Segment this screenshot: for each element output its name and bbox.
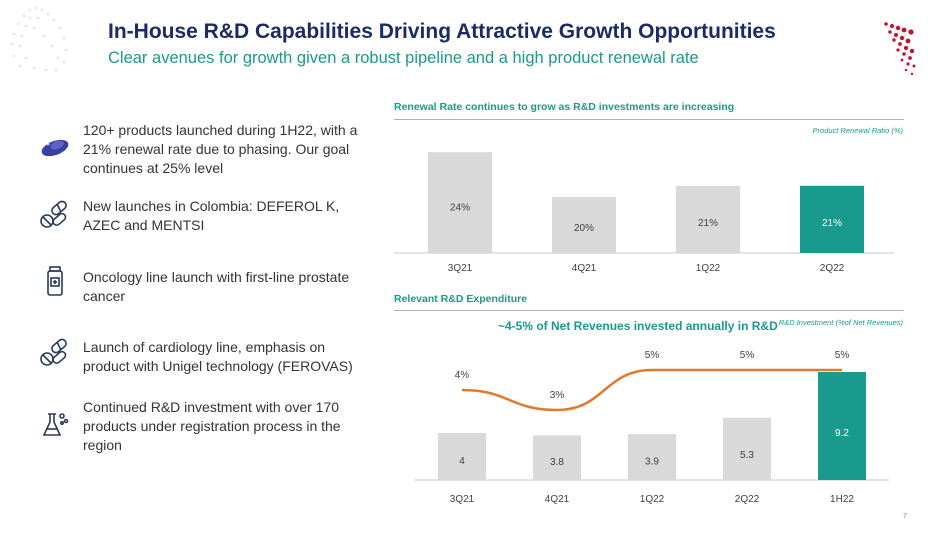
bar-label: 3.9 xyxy=(645,457,659,468)
bar-label: 24% xyxy=(450,203,470,214)
x-tick-label: 4Q21 xyxy=(572,263,597,274)
bar xyxy=(723,417,771,480)
bullet-text-5: Continued R&D investment with over 170 p… xyxy=(83,399,341,453)
expenditure-note: R&D Investment (%of Net Revenues) xyxy=(778,318,903,327)
line-point-label: 5% xyxy=(740,350,755,361)
pill-capsule-icon xyxy=(41,139,69,157)
bullet-text-1: 120+ products launched during 1H22, with… xyxy=(83,122,358,176)
renewal-rate-chart: 24% 3Q21 20% 4Q21 21% 1Q22 21% 2Q22 xyxy=(394,152,894,274)
bar xyxy=(818,372,866,480)
line-point-label: 5% xyxy=(835,350,850,361)
x-tick-label: 1Q22 xyxy=(696,263,721,274)
rd-expenditure-chart: 4 3Q21 3.8 4Q21 3.9 1Q22 5.3 2Q22 9.2 1H22 4% 3% 5% 5… xyxy=(414,350,889,505)
renewal-section-title: Renewal Rate continues to grow as R&D in… xyxy=(394,101,735,113)
bar xyxy=(628,434,676,480)
bar-label: 21% xyxy=(698,218,718,229)
rd-percent-line xyxy=(461,368,842,412)
pills-icon xyxy=(40,200,67,228)
x-tick-label: 1Q22 xyxy=(640,494,665,505)
expenditure-section-title: Relevant R&D Expenditure xyxy=(394,293,528,305)
medicine-bottle-icon xyxy=(47,266,63,296)
page-title: In-House R&D Capabilities Driving Attrac… xyxy=(108,20,776,43)
bullet-text-3: Oncology line launch with first-line pro… xyxy=(83,269,350,304)
bar-label: 21% xyxy=(822,218,842,229)
bar xyxy=(676,185,740,253)
lab-flask-icon xyxy=(42,413,69,436)
bullet-text-2: New launches in Colombia: DEFEROL K, AZE… xyxy=(83,198,340,233)
globe-decoration xyxy=(10,6,68,72)
x-tick-label: 4Q21 xyxy=(545,494,570,505)
page-number: 7 xyxy=(903,513,907,520)
bar-label: 5.3 xyxy=(740,450,754,461)
x-tick-label: 2Q22 xyxy=(735,494,760,505)
page-subtitle: Clear avenues for growth given a robust … xyxy=(108,49,699,67)
pills-icon xyxy=(40,338,67,366)
bar xyxy=(438,433,486,480)
expenditure-callout: ~4-5% of Net Revenues invested annually … xyxy=(498,319,778,333)
line-point-label: 3% xyxy=(550,390,565,401)
x-tick-label: 3Q21 xyxy=(448,263,473,274)
line-point-label: 5% xyxy=(645,350,660,361)
x-tick-label: 3Q21 xyxy=(450,494,475,505)
bar xyxy=(800,185,864,253)
bar-label: 3.8 xyxy=(550,457,564,468)
x-tick-label: 2Q22 xyxy=(820,263,845,274)
bar-label: 4 xyxy=(459,456,465,467)
renewal-note: Product Renewal Ratio (%) xyxy=(812,126,903,135)
bar-label: 20% xyxy=(574,223,594,234)
bar xyxy=(428,152,492,253)
line-point-label: 4% xyxy=(455,370,470,381)
expenditure-divider xyxy=(394,310,904,311)
bar-label: 9.2 xyxy=(835,428,849,439)
bullet-text-4: Launch of cardiology line, emphasis on p… xyxy=(83,339,353,374)
bar xyxy=(533,435,581,480)
x-tick-label: 1H22 xyxy=(830,494,854,505)
renewal-divider xyxy=(394,119,904,120)
bar xyxy=(552,197,616,253)
company-logo xyxy=(884,22,916,76)
